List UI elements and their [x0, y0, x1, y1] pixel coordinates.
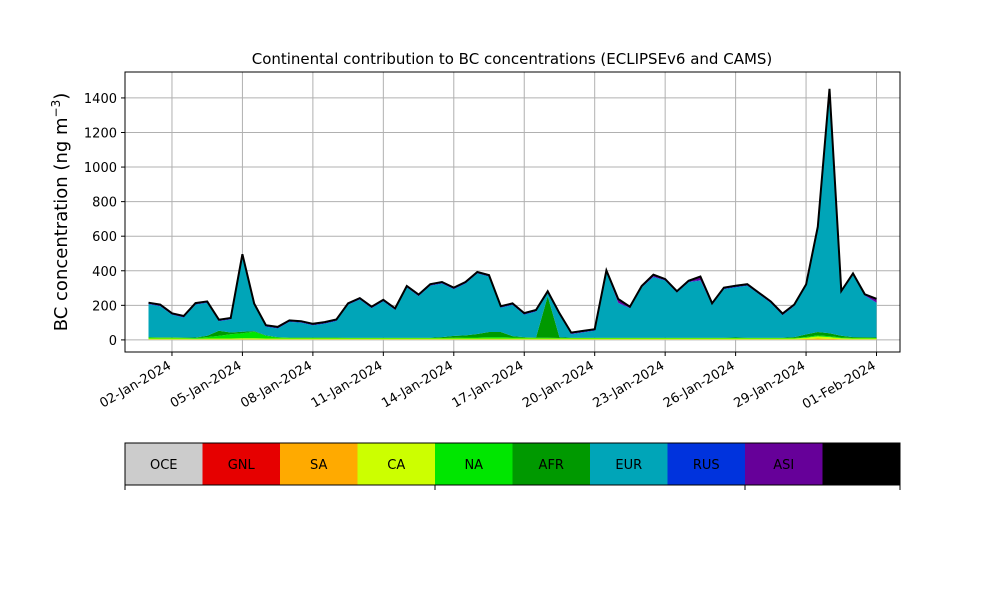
- legend-swatch-ca: [357, 443, 435, 485]
- y-tick-label: 200: [92, 299, 117, 314]
- legend-frame: [124, 442, 901, 486]
- legend-swatch-aus: [822, 443, 900, 485]
- y-axis-label: BC concentration (ng m−3): [49, 93, 72, 332]
- legend-label-afr: AFR: [539, 458, 564, 473]
- legend-label-rus: RUS: [693, 458, 720, 473]
- legend-swatch-gnl: [202, 443, 280, 485]
- area-sa: [148, 338, 877, 340]
- plot-frame: [124, 71, 901, 353]
- area-na: [148, 331, 877, 339]
- area-afr: [148, 296, 877, 338]
- y-tick-label: 1000: [84, 161, 117, 176]
- legend-label-oce: OCE: [150, 458, 178, 473]
- y-tick-label: 600: [92, 230, 117, 245]
- chart-title: Continental contribution to BC concentra…: [252, 50, 773, 68]
- legend-label-sa: SA: [310, 458, 327, 473]
- legend-swatch-eur: [590, 443, 668, 485]
- y-axis-label-close: ): [51, 93, 72, 100]
- y-tick-label: 800: [92, 196, 117, 211]
- y-tick-label: 0: [109, 334, 117, 349]
- legend-label-eur: EUR: [615, 458, 642, 473]
- legend-label-na: NA: [464, 458, 483, 473]
- legend-swatch-na: [435, 443, 513, 485]
- legend-swatch-asi: [745, 443, 823, 485]
- total-line: [148, 88, 877, 334]
- legend-swatch-oce: [125, 443, 203, 485]
- y-axis-label-main: BC concentration (ng m: [51, 117, 72, 331]
- legend-label-aus: AUS: [848, 458, 875, 473]
- legend-swatch-afr: [512, 443, 590, 485]
- legend: OCE GNL SA CA NA AFR EUR RUS ASI AUS: [124, 442, 901, 490]
- y-tick-label: 1200: [84, 126, 117, 141]
- area-eur: [148, 91, 877, 338]
- area-ca: [148, 336, 877, 340]
- legend-swatch-sa: [280, 443, 358, 485]
- legend-label-gnl: GNL: [228, 458, 256, 473]
- y-tick-label: 1400: [84, 92, 117, 107]
- y-tick-label: 400: [92, 265, 117, 280]
- legend-label-ca: CA: [387, 458, 405, 473]
- legend-swatch-rus: [667, 443, 745, 485]
- legend-label-asi: ASI: [773, 458, 794, 473]
- y-axis-label-superscript: −3: [49, 100, 63, 118]
